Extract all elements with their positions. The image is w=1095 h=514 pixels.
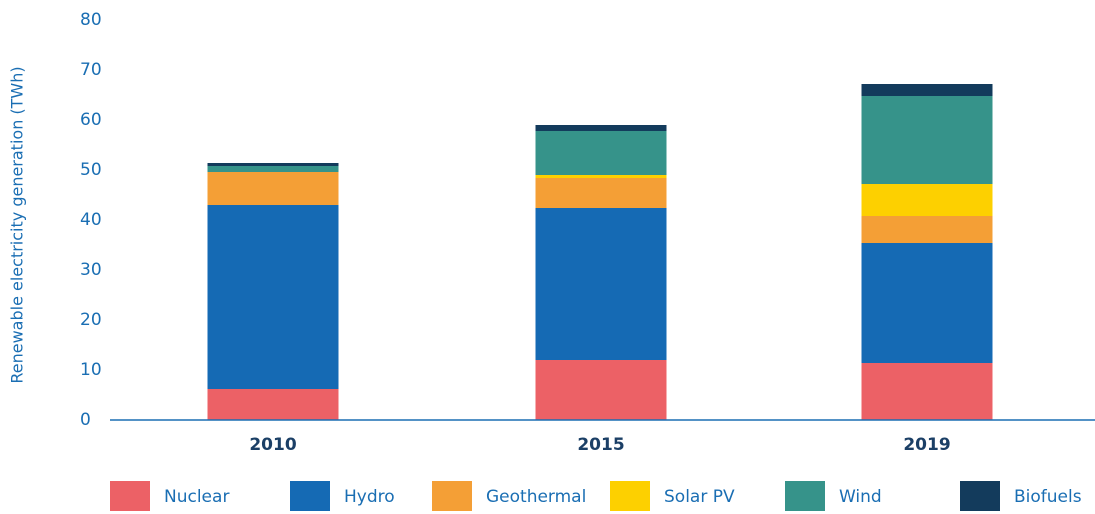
y-tick-label: 50 <box>80 160 102 180</box>
x-tick-label: 2015 <box>577 435 624 455</box>
bar-segment <box>861 243 993 363</box>
legend-label: Geothermal <box>486 487 586 507</box>
legend-swatch <box>785 481 825 511</box>
legend-swatch <box>290 481 330 511</box>
legend-label: Wind <box>839 487 882 507</box>
bar-segment <box>207 205 339 389</box>
legend-swatch <box>610 481 650 511</box>
y-tick-label: 20 <box>80 310 102 330</box>
y-tick-label: 40 <box>80 210 102 230</box>
y-tick-label: 0 <box>80 410 91 430</box>
y-tick-label: 70 <box>80 60 102 80</box>
legend-label: Solar PV <box>664 487 735 507</box>
legend-swatch <box>432 481 472 511</box>
x-tick-label: 2010 <box>249 435 296 455</box>
x-tick-label: 2019 <box>903 435 950 455</box>
bar-segment <box>861 96 993 184</box>
legend-swatch <box>110 481 150 511</box>
y-tick-label: 60 <box>80 110 102 130</box>
bar-segment <box>861 363 993 420</box>
legend-swatch <box>960 481 1000 511</box>
legend-label: Nuclear <box>164 487 229 507</box>
bar-segment <box>861 184 993 216</box>
bar-segment <box>535 131 667 175</box>
bar-segment <box>207 389 339 420</box>
legend-label: Hydro <box>344 487 395 507</box>
bar-segment <box>207 163 339 166</box>
bar-segment <box>861 84 993 96</box>
bar-segment <box>535 178 667 208</box>
bar-segment <box>861 216 993 243</box>
bar-segment <box>535 175 667 178</box>
bar-segment <box>207 172 339 205</box>
bar-segment <box>207 166 339 172</box>
bar-segment <box>535 360 667 420</box>
bar-segment <box>535 208 667 360</box>
legend-label: Biofuels <box>1014 487 1082 507</box>
y-axis-label: Renewable electricity generation (TWh) <box>8 66 27 383</box>
y-tick-label: 10 <box>80 360 102 380</box>
bar-segment <box>535 125 667 131</box>
y-tick-label: 30 <box>80 260 102 280</box>
y-tick-label: 80 <box>80 10 102 30</box>
